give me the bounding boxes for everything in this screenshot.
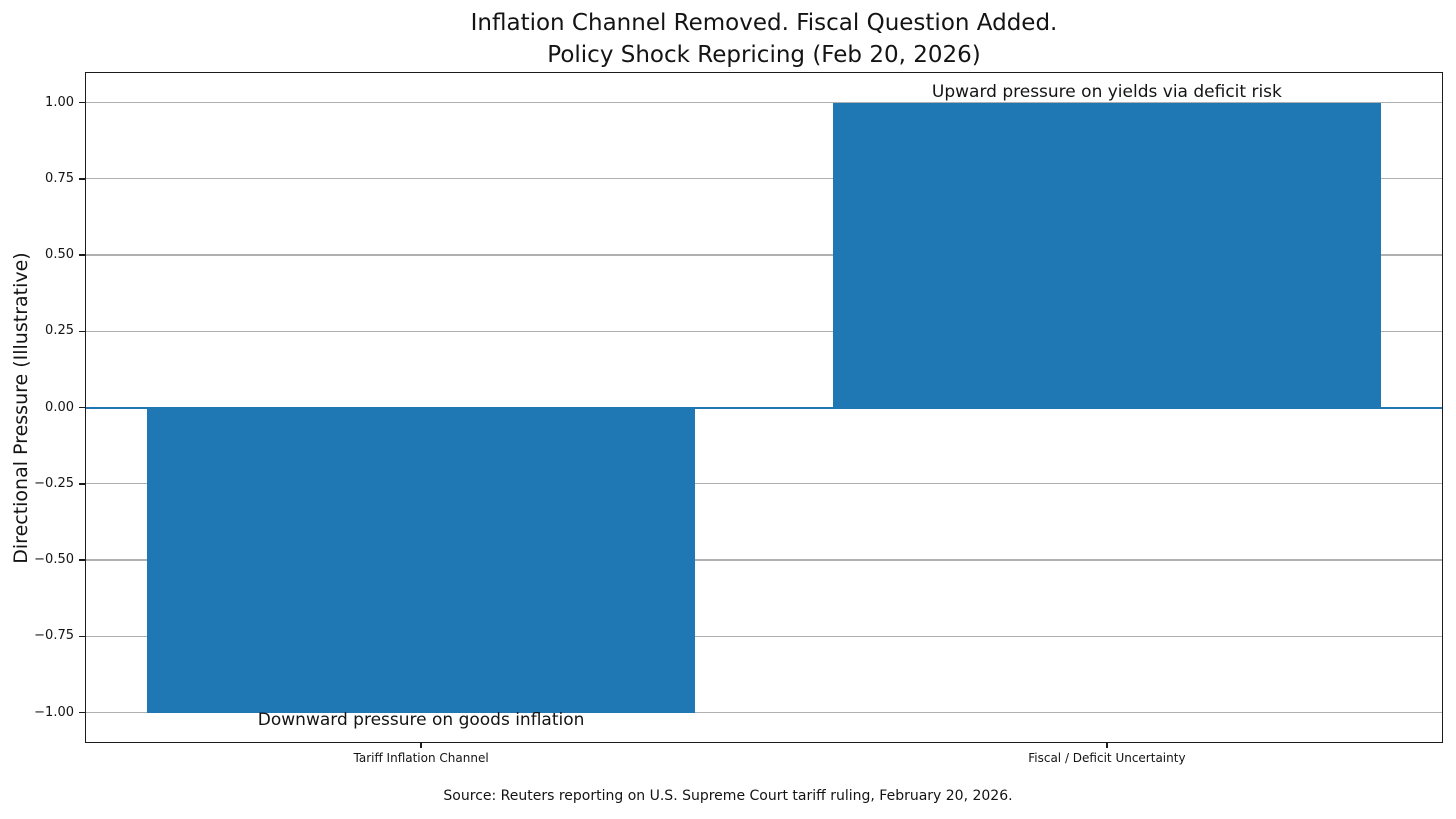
chart-title: Inflation Channel Removed. Fiscal Questi… <box>85 7 1443 71</box>
y-tick-label: 1.00 <box>45 94 74 110</box>
gridline <box>85 635 1443 637</box>
y-tick-label: −0.75 <box>34 628 74 644</box>
gridline <box>85 254 1443 256</box>
zero-baseline <box>85 406 1443 409</box>
y-tick-mark <box>79 635 85 637</box>
y-tick-label: 0.00 <box>45 399 74 415</box>
bar-fiscal-deficit-uncertainty <box>832 102 1382 408</box>
x-tick-mark <box>420 743 422 748</box>
y-tick-mark <box>79 483 85 485</box>
gridline <box>85 178 1443 180</box>
y-tick-label: −0.50 <box>34 552 74 567</box>
y-tick-label: 0.75 <box>45 170 74 186</box>
source-note: Source: Reuters reporting on U.S. Suprem… <box>443 788 1013 804</box>
y-tick-mark <box>79 254 85 256</box>
x-tick-label-tariff-inflation-channel: Tariff Inflation Channel <box>353 751 489 765</box>
gridline <box>85 330 1443 332</box>
y-tick-label: 0.50 <box>45 247 74 262</box>
y-tick-label: −0.25 <box>34 475 74 491</box>
gridline <box>85 483 1443 485</box>
y-tick-mark <box>79 330 85 332</box>
gridline <box>85 559 1443 561</box>
gridline <box>85 711 1443 714</box>
y-tick-label: −1.00 <box>34 704 74 720</box>
chart-title-line2: Policy Shock Repricing (Feb 20, 2026) <box>547 42 981 68</box>
y-tick-mark <box>79 559 85 561</box>
bar-tariff-inflation-channel <box>146 407 696 713</box>
gridline <box>85 101 1443 104</box>
y-tick-label: 0.25 <box>45 323 74 339</box>
x-tick-mark <box>1106 743 1108 748</box>
y-tick-mark <box>79 101 85 104</box>
annotation-downward-pressure: Downward pressure on goods inflation <box>257 709 585 730</box>
x-tick-label-fiscal-deficit-uncertainty: Fiscal / Deficit Uncertainty <box>1028 751 1186 765</box>
annotation-upward-pressure: Upward pressure on yields via deficit ri… <box>931 81 1282 102</box>
y-tick-mark <box>79 711 85 714</box>
y-tick-mark <box>79 178 85 180</box>
chart-title-line1: Inflation Channel Removed. Fiscal Questi… <box>470 10 1058 36</box>
plot-area: Downward pressure on goods inflation Upw… <box>85 72 1443 743</box>
y-tick-mark <box>79 406 85 409</box>
